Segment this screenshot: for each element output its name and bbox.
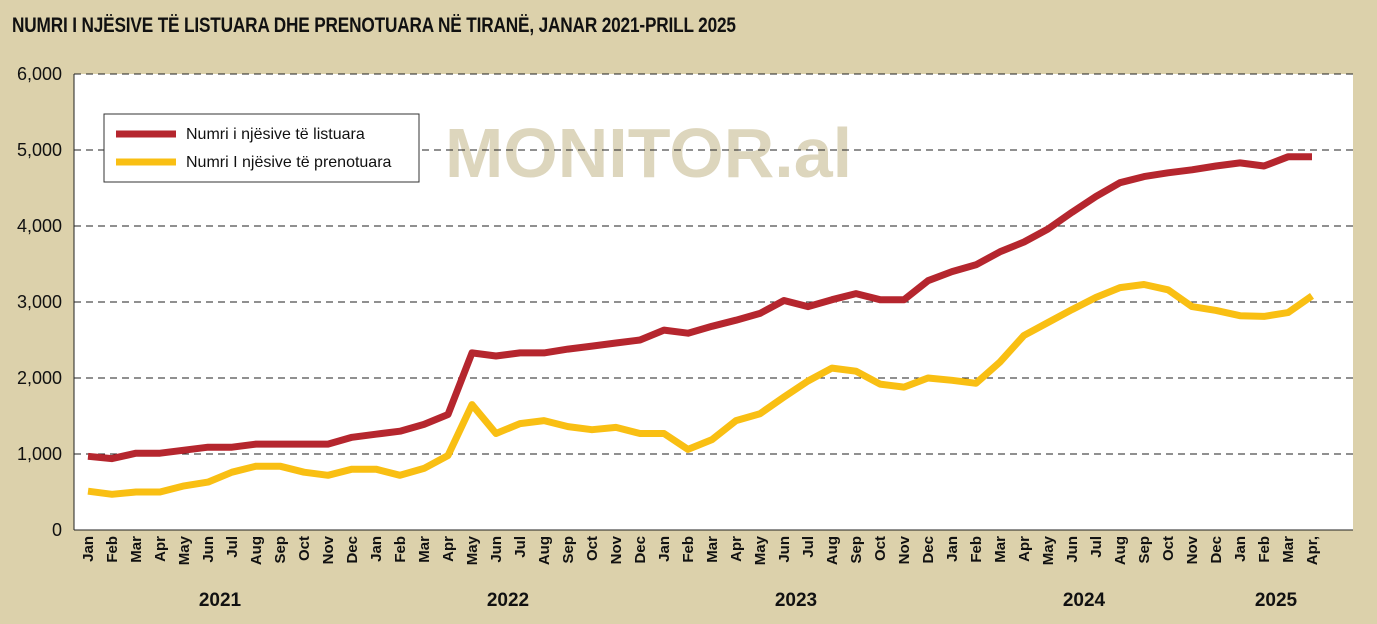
x-tick-label: Apr [1016,536,1033,562]
x-tick-label: Mar [1280,536,1297,563]
x-tick-label: Dec [344,536,361,564]
year-label: 2024 [1063,590,1106,611]
y-tick-label: 0 [52,520,62,540]
legend-label: Numri i njësive të listuara [186,126,365,143]
x-tick-label: Jul [800,536,817,558]
year-label: 2022 [487,590,529,611]
y-tick-label: 3,000 [17,292,62,312]
x-tick-label: Sep [848,536,865,564]
x-tick-label: Apr, [1304,536,1321,565]
x-tick-label: Feb [680,536,697,563]
legend-box [103,113,420,183]
x-tick-label: Nov [896,535,913,564]
x-tick-label: Sep [272,536,289,564]
x-tick-label: Feb [392,536,409,563]
y-tick-label: 4,000 [17,216,62,236]
x-tick-label: Apr [440,536,457,562]
x-tick-label: Nov [320,535,337,564]
x-tick-label: Nov [1184,535,1201,564]
year-label: 2021 [199,590,242,611]
x-tick-label: Jan [368,536,385,562]
x-tick-label: Mar [128,536,145,563]
x-tick-label: Jul [1088,536,1105,558]
x-tick-label: Jun [200,536,217,563]
x-tick-label: Apr [728,536,745,562]
chart-title: NUMRI I NJËSIVE TË LISTUARA DHE PRENOTUA… [12,14,736,37]
x-tick-label: Aug [1112,536,1129,565]
x-tick-label: Oct [296,536,313,561]
x-tick-label: Jan [80,536,97,562]
x-tick-label: Feb [968,536,985,563]
x-tick-label: Jan [944,536,961,562]
x-tick-label: Dec [920,536,937,564]
y-tick-label: 1,000 [17,444,62,464]
y-tick-label: 5,000 [17,140,62,160]
x-tick-label: May [464,535,481,565]
year-label: 2023 [775,590,817,611]
x-tick-label: Mar [416,536,433,563]
x-tick-label: Nov [608,535,625,564]
x-tick-label: Aug [824,536,841,565]
x-tick-label: Feb [1256,536,1273,563]
x-tick-label: May [176,535,193,565]
legend-label: Numri I njësive të prenotuara [186,154,392,171]
x-tick-label: Aug [248,536,265,565]
x-tick-label: Oct [584,536,601,561]
x-tick-label: Jun [776,536,793,563]
y-tick-label: 6,000 [17,64,62,84]
y-tick-label: 2,000 [17,368,62,388]
x-tick-label: Mar [992,536,1009,563]
x-tick-label: Sep [1136,536,1153,564]
watermark-text: MONITOR.al [445,114,852,192]
x-tick-label: Mar [704,536,721,563]
x-tick-label: May [1040,535,1057,565]
series-line-2 [87,281,1314,498]
x-tick-label: May [752,535,769,565]
x-tick-label: Dec [632,536,649,564]
x-tick-label: Aug [536,536,553,565]
x-tick-label: Apr [152,536,169,562]
legend: Numri i njësive të listuara Numri I njësi… [103,113,420,183]
series-line-1 [87,153,1312,463]
year-label: 2025 [1255,590,1298,611]
x-tick-label: Oct [872,536,889,561]
x-tick-label: Sep [560,536,577,564]
x-tick-label: Jul [224,536,241,558]
x-tick-label: Dec [1208,536,1225,564]
x-tick-label: Oct [1160,536,1177,561]
x-tick-label: Jun [488,536,505,563]
x-tick-label: Jan [656,536,673,562]
x-tick-label: Jun [1064,536,1081,563]
x-tick-label: Jan [1232,536,1249,562]
x-tick-label: Jul [512,536,529,558]
x-tick-label: Feb [104,536,121,563]
